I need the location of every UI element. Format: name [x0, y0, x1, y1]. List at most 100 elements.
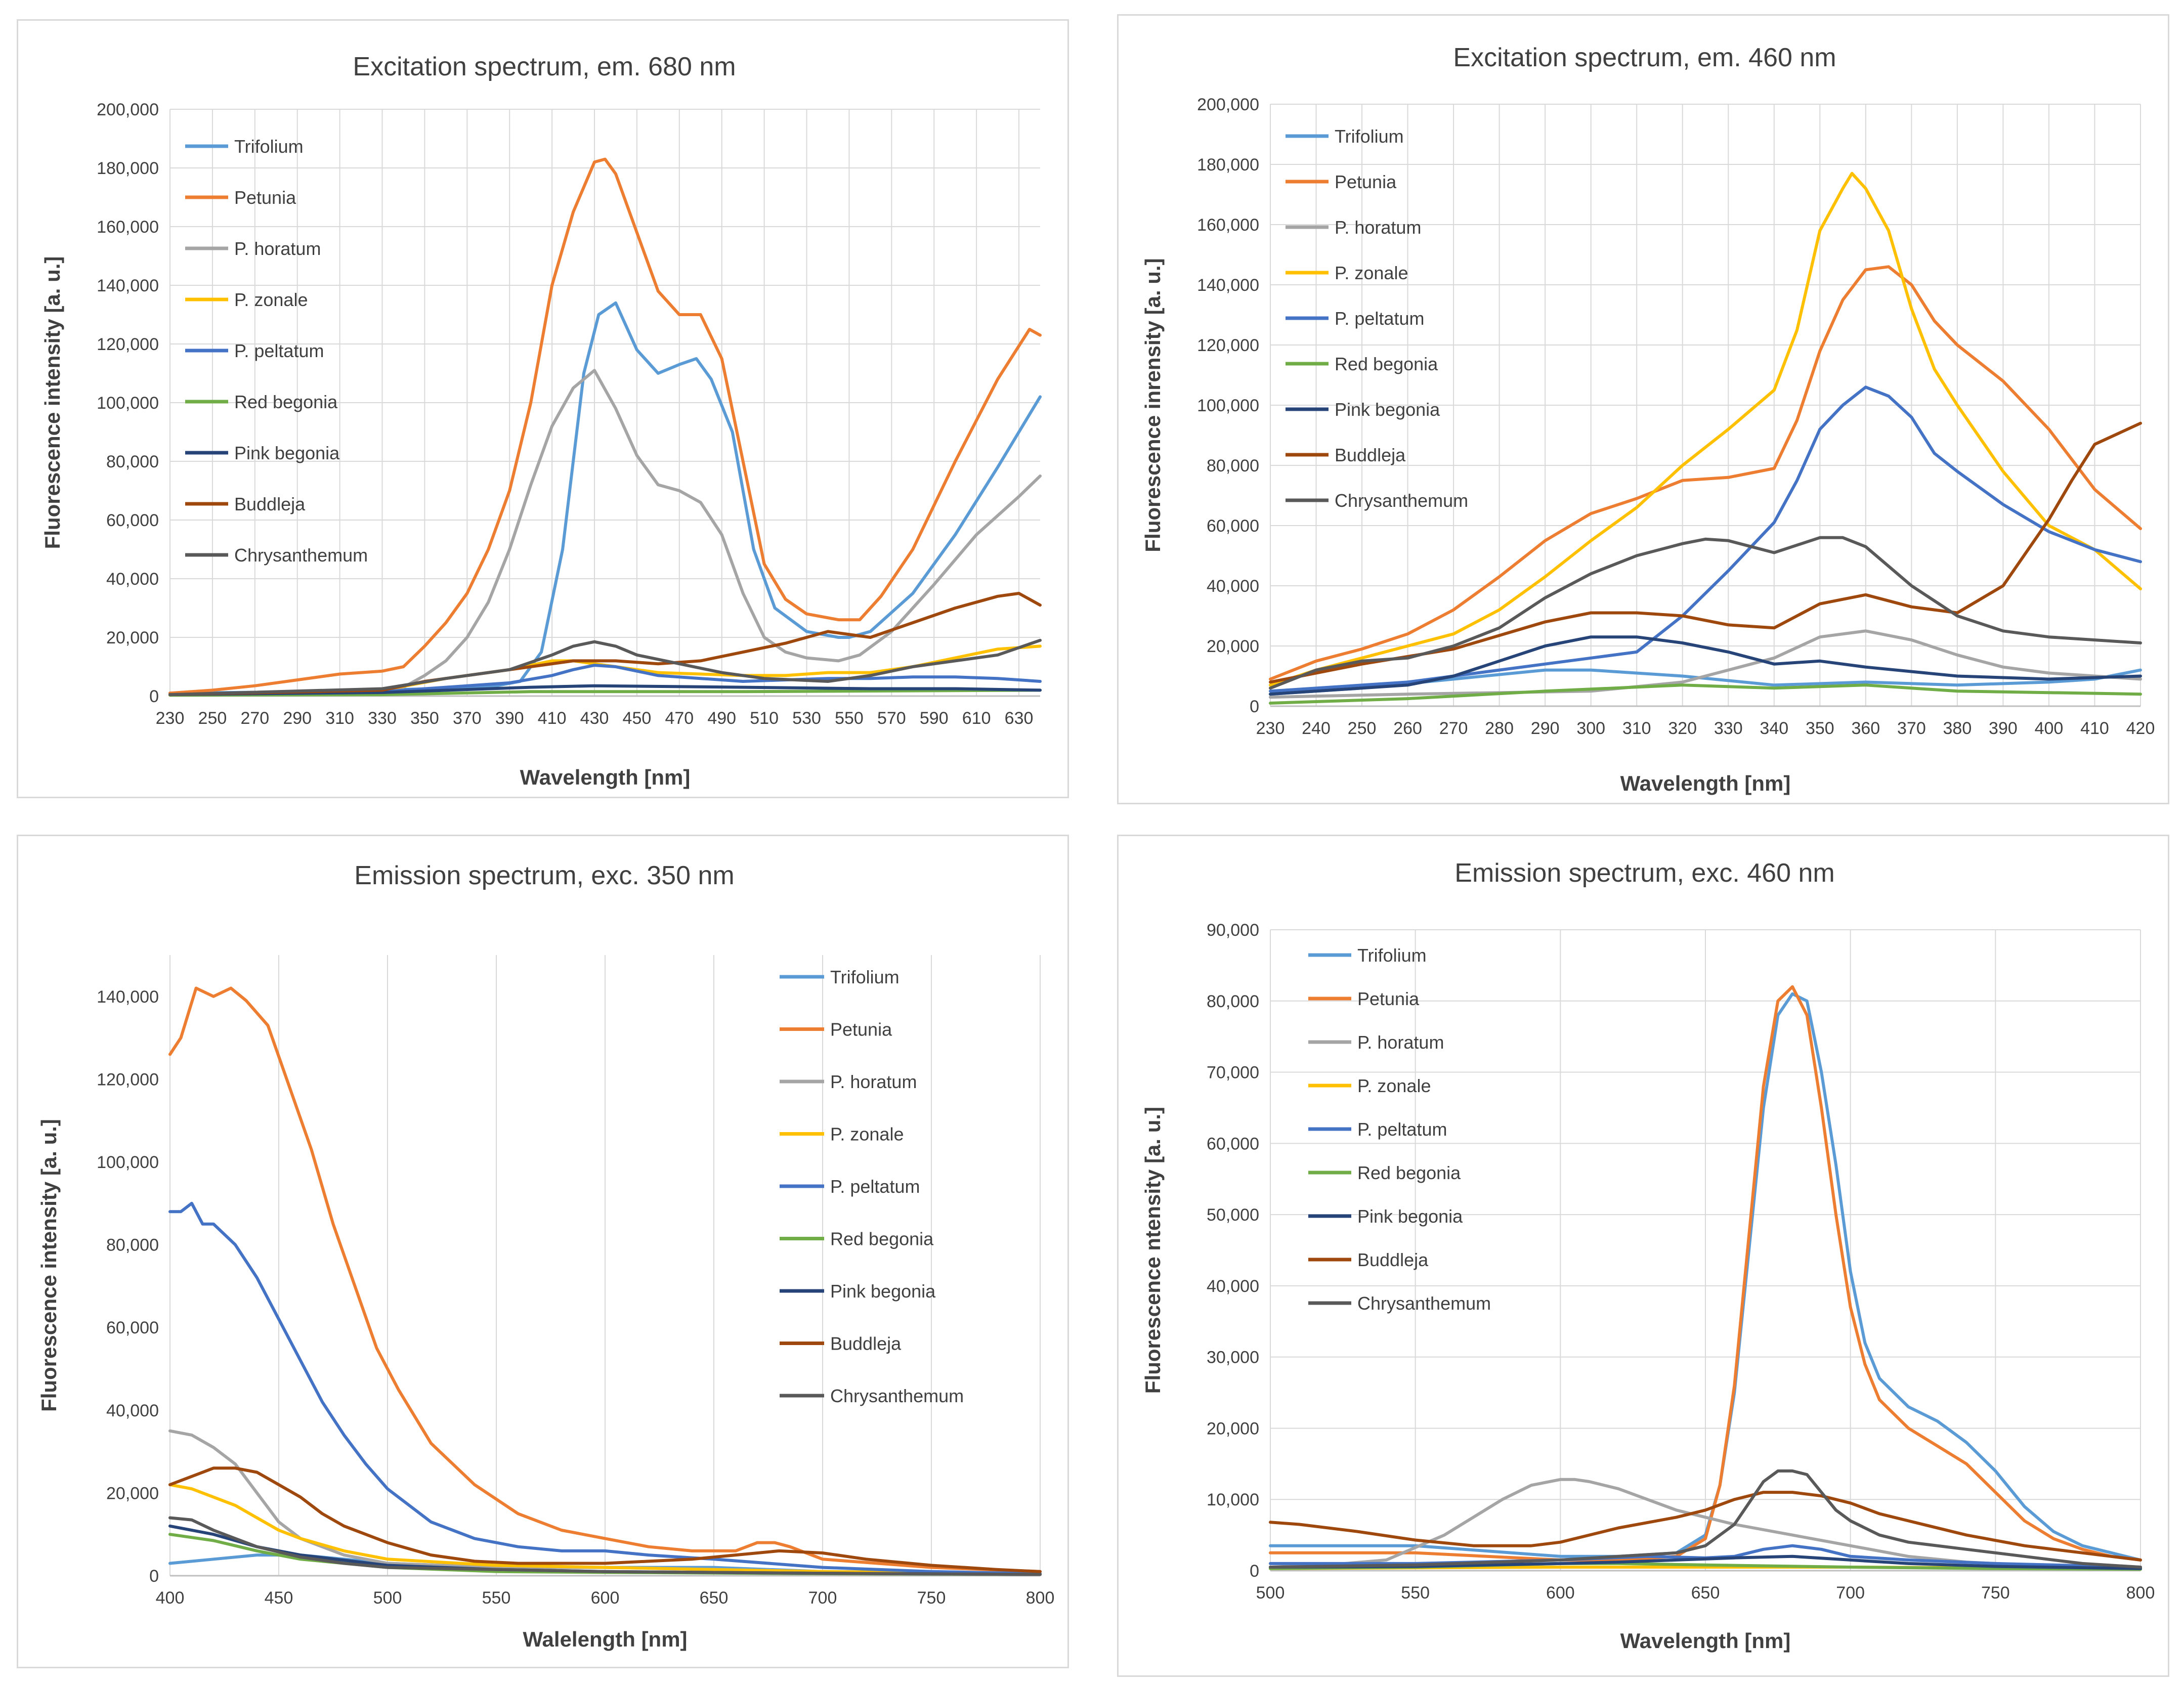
x-tick-label: 350 — [1806, 719, 1834, 738]
series-line-p-peltatum — [1269, 385, 2142, 693]
x-tick-label: 400 — [2035, 719, 2064, 738]
legend-label-p-peltatum: P. peltatum — [1357, 1119, 1447, 1140]
legend-label-red-begonia: Red begonia — [1357, 1162, 1461, 1183]
x-tick-label: 280 — [1485, 719, 1514, 738]
legend: Trifolium Petunia P. horatum P. zonale P. pe… — [185, 136, 368, 566]
x-tick-label: 340 — [1760, 719, 1788, 738]
series-line-p-horatum — [1269, 1478, 2142, 1570]
legend-label-pink-begonia: Pink begonia — [1335, 399, 1440, 420]
y-tick-label: 70,000 — [1207, 1063, 1259, 1083]
y-tick-label: 90,000 — [1207, 921, 1259, 940]
legend-label-trifolium: Trifolium — [234, 136, 304, 157]
x-tick-label: 230 — [1256, 719, 1285, 738]
series-line-trifolium — [1269, 992, 2142, 1562]
series-group — [168, 986, 1042, 1576]
x-tick-label: 700 — [808, 1588, 837, 1608]
y-tick-label: 120,000 — [1197, 336, 1259, 355]
x-tick-label: 390 — [495, 709, 524, 728]
y-tick-label: 40,000 — [106, 1401, 159, 1420]
legend: Trifolium Petunia P. horatum P. zonale P. pe… — [780, 967, 964, 1406]
series-line-buddleja — [168, 1466, 1042, 1573]
x-tick-label: 550 — [1401, 1583, 1430, 1603]
x-tick-label: 600 — [1546, 1583, 1575, 1603]
y-tick-label: 20,000 — [106, 628, 159, 647]
y-tick-label: 80,000 — [106, 452, 159, 471]
chart-panel-excitation-680: 230 250 270 290 310 330 350 370 390 410 430 450 470 4… — [17, 19, 1069, 798]
y-tick-label: 0 — [1250, 697, 1259, 716]
y-tick-label: 0 — [149, 1567, 159, 1586]
x-tick-label: 330 — [368, 709, 397, 728]
y-tick-label: 160,000 — [1197, 215, 1259, 235]
series-group — [1269, 171, 2142, 705]
y-tick-label: 140,000 — [97, 276, 159, 295]
series-line-p-zonale — [1269, 171, 2142, 687]
y-tick-label: 60,000 — [1207, 516, 1259, 536]
series-group — [168, 157, 1042, 697]
x-tick-label: 410 — [538, 709, 567, 728]
legend-label-p-zonale: P. zonale — [830, 1124, 904, 1145]
x-tick-label: 420 — [2126, 719, 2155, 738]
y-tick-label: 120,000 — [97, 335, 159, 354]
chart-title: Excitation spectrum, em. 460 nm — [1453, 43, 1836, 72]
y-tick-label: 0 — [1250, 1562, 1259, 1581]
y-tick-label: 120,000 — [97, 1070, 159, 1089]
series-line-buddleja — [1269, 1491, 2142, 1562]
x-axis-label: Walelength [nm] — [523, 1627, 687, 1651]
legend-label-p-peltatum: P. peltatum — [830, 1176, 920, 1197]
y-tick-label: 60,000 — [1207, 1134, 1259, 1153]
series-line-petunia — [168, 986, 1042, 1573]
legend-label-p-zonale: P. zonale — [1357, 1075, 1431, 1096]
x-tick-label: 650 — [700, 1588, 729, 1608]
legend-label-red-begonia: Red begonia — [830, 1229, 934, 1249]
x-tick-label: 570 — [877, 709, 906, 728]
legend-label-p-horatum: P. horatum — [1357, 1032, 1444, 1053]
y-tick-label: 80,000 — [1207, 992, 1259, 1011]
chart-panel-emission-350: 400 450 500 550 600 650 700 750 800 0 20,000 40,000… — [17, 835, 1069, 1668]
x-tick-label: 320 — [1668, 719, 1697, 738]
y-axis-label: Fluorescence intensity [a. u.] — [37, 1119, 61, 1412]
legend-label-p-peltatum: P. peltatum — [234, 340, 324, 361]
legend-label-chrysanthemum: Chrysanthemum — [234, 545, 368, 566]
series-line-pink-begonia — [168, 684, 1042, 697]
x-tick-label: 390 — [1989, 719, 2018, 738]
series-line-chrysanthemum — [1269, 1469, 2142, 1569]
series-group — [1269, 985, 2142, 1571]
legend-label-pink-begonia: Pink begonia — [1357, 1206, 1463, 1227]
y-tick-label: 50,000 — [1207, 1205, 1259, 1225]
x-tick-label: 500 — [373, 1588, 402, 1608]
legend-label-p-horatum: P. horatum — [1335, 217, 1421, 238]
legend-label-buddleja: Buddleja — [830, 1333, 902, 1354]
x-tick-label: 290 — [283, 709, 312, 728]
chart-emission-460: 500 550 600 650 700 750 800 0 10,000 20,000 30,000… — [1141, 858, 2155, 1653]
chart-panel-emission-460: 500 550 600 650 700 750 800 0 10,000 20,000 30,000… — [1117, 835, 2169, 1677]
x-tick-label: 500 — [1256, 1583, 1285, 1603]
series-line-p-zonale — [168, 1483, 1042, 1575]
x-tick-label: 350 — [410, 709, 439, 728]
y-tick-label: 60,000 — [106, 511, 159, 530]
series-line-pink-begonia — [1269, 1554, 2142, 1570]
legend-label-p-horatum: P. horatum — [234, 238, 321, 259]
legend-label-chrysanthemum: Chrysanthemum — [1357, 1293, 1491, 1314]
x-tick-label: 230 — [156, 709, 185, 728]
y-tick-label: 20,000 — [1207, 1419, 1259, 1438]
y-tick-label: 200,000 — [97, 100, 159, 119]
series-line-trifolium — [168, 301, 1042, 695]
gridlines — [1270, 929, 2141, 1571]
x-tick-label: 450 — [623, 709, 652, 728]
x-tick-label: 250 — [1348, 719, 1377, 738]
x-tick-label: 550 — [482, 1588, 511, 1608]
y-axis-label: Fluorescence ntensity [a. u.] — [1141, 1107, 1165, 1394]
y-tick-label: 40,000 — [106, 570, 159, 589]
y-tick-label: 40,000 — [1207, 577, 1259, 596]
chart-excitation-460: 230 240 250 260 270 280 290 300 310 320 330 340 350 3… — [1141, 43, 2155, 795]
y-tick-label: 40,000 — [1207, 1277, 1259, 1296]
x-tick-label: 370 — [453, 709, 482, 728]
legend-label-petunia: Petunia — [830, 1019, 892, 1040]
x-tick-label: 250 — [198, 709, 227, 728]
y-axis-label: Fluorescence intensity [a. u.] — [40, 256, 64, 549]
legend-label-buddleja: Buddleja — [1357, 1249, 1429, 1270]
chart-excitation-680: 230 250 270 290 310 330 350 370 390 410 430 450 470 4… — [40, 52, 1042, 789]
legend-label-petunia: Petunia — [234, 187, 296, 208]
legend-label-trifolium: Trifolium — [830, 967, 900, 987]
x-tick-label: 450 — [265, 1588, 293, 1608]
